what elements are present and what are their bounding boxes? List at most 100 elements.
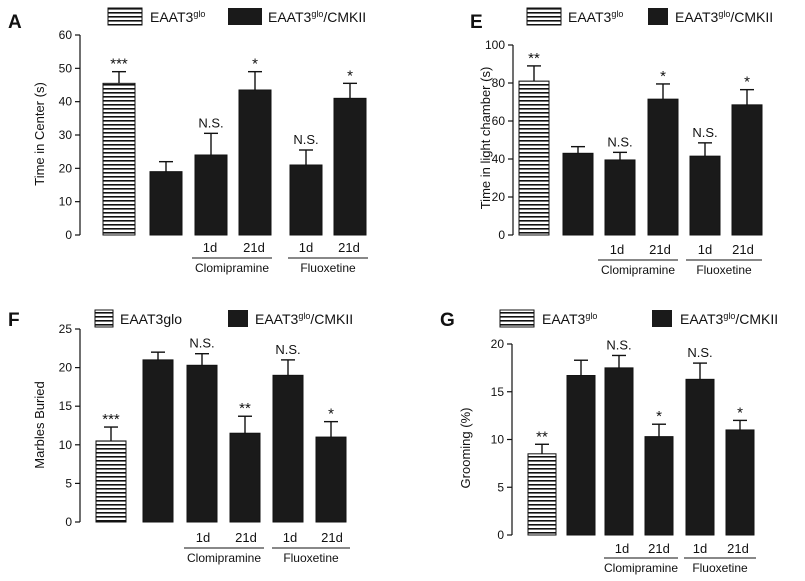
legend-swatch-cmk-a — [228, 8, 262, 25]
sig-label-a-5: * — [347, 67, 353, 84]
panel-letter-a: A — [8, 12, 22, 33]
bar-g-4 — [685, 378, 715, 536]
panel-g: G Grooming (%) EAAT3glo EAAT3glo/CMKII 0… — [440, 309, 778, 575]
y-tick-label-a-6: 60 — [59, 28, 73, 42]
sig-label-a-3: * — [252, 56, 258, 73]
bar-e-2 — [604, 159, 636, 236]
panel-a: A Time in Center (s) EAAT3glo EAAT3glo/C… — [8, 7, 368, 275]
bar-f-2 — [186, 364, 218, 523]
drug-label-fluoxetine-e: Fluoxetine — [696, 263, 752, 277]
legend-swatch-cmk-g — [652, 310, 672, 327]
day-label-1d-fluoxetine-e: 1d — [698, 242, 712, 257]
bar-g-1 — [566, 375, 596, 536]
panel-e: E Time in light chamber (s) EAAT3glo EAA… — [470, 7, 773, 277]
day-label-1d-fluoxetine-a: 1d — [299, 240, 313, 255]
y-tick-label-a-3: 30 — [59, 128, 73, 142]
sig-label-f-3: ** — [239, 400, 251, 417]
sig-label-g-5: * — [737, 404, 743, 421]
drug-label-clomipramine-e: Clomipramine — [601, 263, 675, 277]
sig-label-g-0: ** — [536, 428, 548, 445]
sig-label-f-4: N.S. — [275, 342, 300, 357]
conditions-e: 1d 21d 1d 21d Clomipramine Fluoxetine — [598, 242, 762, 277]
y-axis-label-e: Time in light chamber (s) — [478, 67, 493, 210]
bar-g-0 — [527, 453, 557, 536]
sig-label-g-3: * — [656, 408, 662, 425]
y-tick-label-a-4: 40 — [59, 95, 73, 109]
y-tick-label-f-0: 0 — [65, 515, 72, 529]
legend-label-cmk-f: EAAT3glo/CMKII — [255, 311, 353, 327]
y-tick-label-g-2: 10 — [491, 433, 505, 447]
day-label-21d-fluoxetine-f: 21d — [321, 530, 343, 545]
y-axis-label-g: Grooming (%) — [458, 408, 473, 489]
sig-label-f-0: *** — [102, 411, 120, 428]
drug-label-clomipramine-f: Clomipramine — [187, 551, 261, 565]
day-label-21d-fluoxetine-e: 21d — [732, 242, 754, 257]
y-tick-label-f-5: 25 — [59, 322, 73, 336]
y-tick-label-g-0: 0 — [497, 528, 504, 542]
y-tick-label-e-0: 0 — [498, 228, 505, 242]
day-label-21d-clomipramine-a: 21d — [243, 240, 265, 255]
bar-e-1 — [562, 152, 594, 236]
bar-a-0 — [102, 82, 136, 236]
y-tick-label-e-1: 20 — [492, 190, 506, 204]
legend-label-glo-g: EAAT3glo — [542, 311, 597, 327]
legend-label-cmk-g: EAAT3glo/CMKII — [680, 311, 778, 327]
y-tick-label-a-0: 0 — [65, 228, 72, 242]
y-tick-label-g-3: 15 — [491, 385, 505, 399]
sig-label-e-2: N.S. — [607, 134, 632, 149]
sig-label-f-2: N.S. — [189, 336, 214, 351]
y-tick-label-f-4: 20 — [59, 361, 73, 375]
bar-e-0 — [518, 80, 550, 236]
plot-f: 0 5 10 15 20 25 *** N.S. ** N.S. * — [59, 322, 347, 529]
y-tick-label-f-2: 10 — [59, 438, 73, 452]
day-label-21d-fluoxetine-g: 21d — [727, 541, 749, 556]
sig-label-g-4: N.S. — [687, 345, 712, 360]
day-label-1d-fluoxetine-f: 1d — [283, 530, 297, 545]
y-tick-label-e-2: 40 — [492, 152, 506, 166]
sig-label-a-2: N.S. — [198, 115, 223, 130]
bar-a-3 — [238, 89, 272, 236]
bar-f-1 — [142, 359, 174, 523]
bar-g-2 — [604, 367, 634, 536]
day-label-21d-clomipramine-g: 21d — [648, 541, 670, 556]
bar-e-3 — [647, 98, 679, 236]
day-label-21d-fluoxetine-a: 21d — [338, 240, 360, 255]
sig-label-a-0: *** — [110, 56, 128, 73]
bar-e-4 — [689, 155, 721, 236]
y-tick-label-e-3: 60 — [492, 114, 506, 128]
sig-label-e-3: * — [660, 68, 666, 85]
bar-f-0 — [95, 440, 127, 523]
legend-a: EAAT3glo EAAT3glo/CMKII — [107, 7, 366, 26]
drug-label-clomipramine-a: Clomipramine — [195, 261, 269, 275]
panel-f: F Marbles Buried EAAT3glo EAAT3glo/CMKII… — [8, 309, 353, 565]
sig-label-f-5: * — [328, 406, 334, 423]
plot-g: 0 5 10 15 20 ** N.S. * N.S. * — [491, 337, 755, 542]
y-tick-label-f-1: 5 — [65, 476, 72, 490]
conditions-a: 1d 21d 1d 21d Clomipramine Fluoxetine — [192, 240, 368, 275]
legend-label-cmk-a: EAAT3glo/CMKII — [268, 9, 366, 25]
legend-swatch-glo-g — [499, 309, 535, 328]
day-label-21d-clomipramine-e: 21d — [649, 242, 671, 257]
legend-e: EAAT3glo EAAT3glo/CMKII — [526, 7, 773, 26]
panel-letter-g: G — [440, 310, 455, 331]
conditions-f: 1d 21d 1d 21d Clomipramine Fluoxetine — [184, 530, 350, 565]
bar-a-5 — [333, 97, 367, 236]
legend-label-cmk-e: EAAT3glo/CMKII — [675, 9, 773, 25]
day-label-1d-clomipramine-a: 1d — [203, 240, 217, 255]
y-tick-label-g-1: 5 — [497, 480, 504, 494]
panel-letter-f: F — [8, 310, 20, 331]
legend-g: EAAT3glo EAAT3glo/CMKII — [499, 309, 778, 328]
legend-swatch-glo-f — [94, 309, 114, 328]
legend-swatch-glo-e — [526, 7, 562, 26]
y-axis-label-a: Time in Center (s) — [32, 82, 47, 186]
drug-label-clomipramine-g: Clomipramine — [604, 561, 678, 575]
y-tick-label-g-4: 20 — [491, 337, 505, 351]
y-tick-label-f-3: 15 — [59, 399, 73, 413]
legend-label-glo-e: EAAT3glo — [568, 9, 623, 25]
bar-a-4 — [289, 164, 323, 236]
sig-label-a-4: N.S. — [293, 132, 318, 147]
bar-g-3 — [644, 436, 674, 536]
drug-label-fluoxetine-a: Fluoxetine — [300, 261, 356, 275]
sig-label-e-0: ** — [528, 50, 540, 67]
